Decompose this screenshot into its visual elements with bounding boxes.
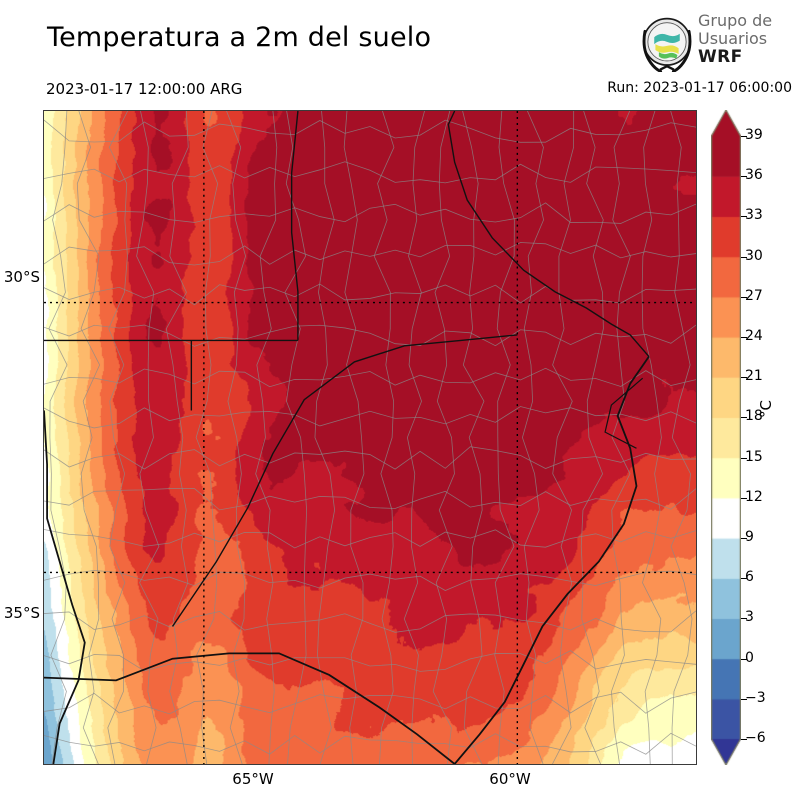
colorbar-tick-label: 12 (745, 488, 763, 505)
ytick-label-30s: 30°S (3, 268, 40, 286)
logo-line-wrf: WRF (698, 47, 743, 67)
xtick-label-65w: 65°W (232, 770, 274, 788)
colorbar-tick-label: 21 (745, 368, 763, 385)
river-uruguay (604, 377, 644, 449)
colorbar-tick-label: 6 (745, 569, 754, 586)
colorbar-tick-label: 33 (745, 207, 763, 224)
colorbar-tickmark (741, 256, 747, 258)
map-borders-overlay (44, 111, 696, 764)
colorbar-tick-label: 27 (745, 287, 763, 304)
colorbar-tickmark (741, 337, 747, 338)
xtick-label-60w: 60°W (489, 770, 531, 788)
colorbar-unit-label: °C (757, 400, 775, 418)
colorbar-tickmark (741, 136, 747, 137)
logo-line-2: Usuarios (698, 29, 768, 48)
colorbar-tickmark (741, 296, 747, 298)
colorbar-tickmark (741, 417, 747, 419)
parana-uruguay-border (453, 356, 650, 764)
model-run-label: Run: 2023-01-17 06:00:00 (607, 80, 792, 96)
colorbar-tick-label: 30 (745, 247, 763, 264)
andes-border (44, 410, 86, 764)
valid-time-label: 2023-01-17 12:00:00 ARG (46, 80, 243, 98)
colorbar-gradient (711, 110, 741, 765)
north-border (44, 652, 456, 764)
colorbar-tick-label: 3 (745, 609, 754, 626)
logo-text: Grupo de Usuarios WRF (698, 11, 773, 67)
colorbar-tick-label: 24 (745, 328, 763, 344)
colorbar-tickmark (741, 457, 747, 459)
colorbar-tick-label: 36 (745, 167, 763, 184)
province-border-a (171, 334, 518, 627)
map-plot-area[interactable] (43, 110, 697, 765)
colorbar-tick-label: −3 (745, 689, 766, 706)
colorbar-tickmark (741, 578, 747, 580)
ytick-label-35s: 35°S (3, 604, 40, 622)
colorbar-tickmark (741, 216, 747, 218)
temperature-field (44, 111, 696, 764)
colorbar-tick-label: 18 (745, 408, 763, 425)
colorbar-tickmark (741, 739, 747, 740)
province-border-c (290, 111, 299, 341)
logo: Grupo de Usuarios WRF (638, 11, 794, 74)
department-borders (44, 111, 696, 764)
colorbar-tick-label: −6 (745, 730, 766, 746)
globe-emblem-icon (642, 17, 692, 72)
colorbar-tickmark (741, 377, 747, 379)
colorbar-tickmark (741, 618, 747, 620)
colorbar-tickmark (741, 658, 747, 660)
colorbar[interactable]: 39 36 33 30 27 24 21 18 15 12 9 6 3 0 −3 −6 (711, 110, 766, 765)
colorbar-tickmark (741, 176, 747, 178)
colorbar-tick-label: 0 (745, 649, 754, 666)
colorbar-tick-label: 39 (745, 127, 763, 143)
coastline (447, 111, 650, 358)
logo-line-1: Grupo de (698, 11, 773, 30)
colorbar-tick-label: 15 (745, 448, 763, 465)
colorbar-tick-label: 9 (745, 529, 754, 545)
colorbar-tickmark (741, 698, 747, 700)
colorbar-tickmark (741, 538, 747, 539)
colorbar-tickmark (741, 497, 747, 499)
page-title: Temperatura a 2m del suelo (47, 22, 432, 53)
